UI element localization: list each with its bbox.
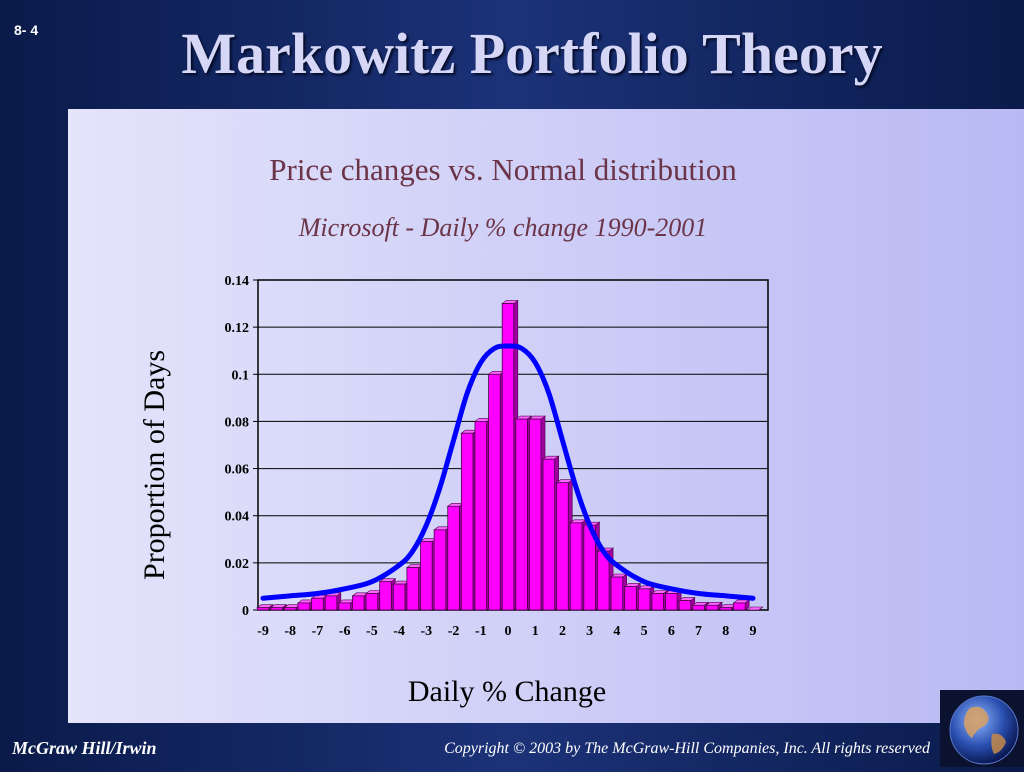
bar — [420, 541, 433, 611]
x-tick-label: -9 — [257, 624, 269, 639]
y-tick-label: 0.04 — [225, 510, 250, 525]
x-tick-label: 1 — [532, 624, 539, 639]
content-panel — [68, 109, 1024, 723]
bar — [488, 373, 501, 611]
y-tick-label: 0.1 — [232, 368, 250, 383]
slide-title: Markowitz Portfolio Theory — [181, 21, 883, 86]
publisher-label: McGraw Hill/Irwin — [12, 738, 157, 758]
y-tick-label: 0.08 — [225, 415, 250, 430]
x-tick-label: 5 — [641, 624, 648, 639]
x-tick-label: 9 — [750, 624, 757, 639]
slide-number: 8- 4 — [14, 22, 39, 38]
bar — [284, 607, 297, 611]
bar — [569, 522, 583, 611]
bar — [474, 421, 487, 611]
normal-curve — [260, 343, 756, 601]
bar — [324, 595, 338, 611]
y-tick-label: 0.02 — [225, 557, 250, 572]
bar-top — [746, 606, 764, 611]
bar — [379, 581, 392, 611]
bar — [311, 597, 324, 611]
bar — [501, 303, 515, 611]
globe-logo — [940, 690, 1024, 767]
x-tick-label: -1 — [475, 624, 487, 639]
bar — [338, 602, 351, 611]
x-tick-label: 0 — [505, 624, 512, 639]
y-tick-label: 0.14 — [225, 274, 250, 289]
y-tick-label: 0.06 — [225, 463, 250, 478]
y-axis-label: Proportion of Days — [138, 350, 171, 580]
x-tick-label: 4 — [613, 624, 620, 639]
bar — [392, 583, 406, 611]
bar — [556, 482, 569, 611]
x-tick-label: -8 — [284, 624, 296, 639]
bar — [733, 602, 746, 611]
bar — [542, 458, 556, 611]
chart-title: Price changes vs. Normal distribution — [269, 152, 737, 187]
bar — [719, 607, 732, 611]
bar — [692, 604, 705, 611]
bar — [406, 567, 419, 611]
x-tick-label: 3 — [586, 624, 593, 639]
x-tick-label: 2 — [559, 624, 566, 639]
bar — [651, 593, 664, 611]
bar — [665, 593, 678, 611]
x-tick-label: -6 — [339, 624, 351, 639]
bar — [610, 576, 624, 611]
bar — [515, 418, 528, 611]
x-tick-label: -7 — [312, 624, 324, 639]
bar — [365, 593, 379, 611]
bar — [637, 588, 651, 611]
x-tick-label: -2 — [448, 624, 460, 639]
y-tick-label: 0.12 — [225, 321, 250, 336]
bar — [529, 418, 542, 611]
bar — [447, 505, 460, 611]
bar — [297, 602, 311, 611]
x-axis-label: Daily % Change — [407, 675, 607, 708]
bar — [678, 600, 692, 611]
bar — [270, 607, 283, 611]
bar — [460, 432, 474, 611]
bar — [705, 604, 719, 611]
chart-subtitle: Microsoft - Daily % change 1990-2001 — [298, 213, 708, 242]
bar — [256, 607, 270, 611]
x-tick-label: -4 — [393, 624, 405, 639]
copyright-notice: Copyright © 2003 by The McGraw-Hill Comp… — [444, 740, 930, 757]
x-tick-label: 8 — [722, 624, 729, 639]
x-tick-label: 6 — [668, 624, 675, 639]
globe-icon — [949, 695, 1019, 765]
x-tick-label: 7 — [695, 624, 702, 639]
y-tick-label: 0 — [242, 604, 249, 619]
x-tick-label: -3 — [420, 624, 432, 639]
bar — [433, 529, 447, 611]
x-tick-label: -5 — [366, 624, 378, 639]
bar — [624, 586, 637, 611]
bar — [352, 595, 365, 611]
